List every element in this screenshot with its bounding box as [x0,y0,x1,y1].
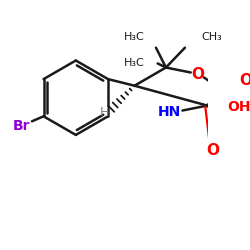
Text: H₃C: H₃C [124,58,144,68]
Text: H₃C: H₃C [124,32,144,42]
Text: H: H [100,106,110,119]
Text: CH₃: CH₃ [202,32,222,42]
Text: O: O [191,67,204,82]
Text: Br: Br [12,119,30,133]
Text: O: O [206,143,220,158]
Text: O: O [239,73,250,88]
Text: OH: OH [227,100,250,114]
Text: HN: HN [158,105,181,119]
